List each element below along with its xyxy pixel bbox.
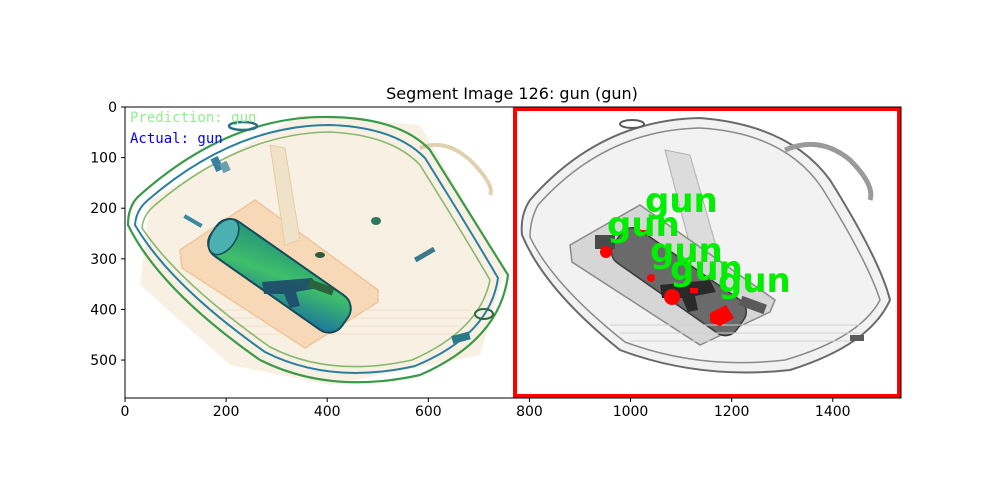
x-tick-label: 1400 xyxy=(815,404,851,420)
y-tick-label: 200 xyxy=(90,201,117,217)
x-tick-label: 800 xyxy=(516,404,543,420)
actual-label: Actual: gun xyxy=(130,131,223,147)
detection-label: gun xyxy=(718,261,791,301)
y-tick-label: 0 xyxy=(108,100,117,116)
detection-label: gun xyxy=(607,205,680,245)
x-axis: 0 200 400 600 800 1000 1200 1400 xyxy=(121,398,851,420)
x-tick-label: 600 xyxy=(415,404,442,420)
detection-labels: gun gun gun gun gun xyxy=(607,181,791,301)
y-tick-label: 400 xyxy=(90,302,117,318)
xray-color-image xyxy=(126,115,510,385)
y-tick-label: 500 xyxy=(90,353,117,369)
figure-title: Segment Image 126: gun (gun) xyxy=(386,84,638,103)
xray-detection-image xyxy=(513,107,901,398)
detection-border xyxy=(513,107,901,398)
x-tick-label: 400 xyxy=(314,404,341,420)
x-tick-label: 0 xyxy=(121,404,130,420)
detection-label: gun xyxy=(670,249,743,289)
x-tick-label: 200 xyxy=(213,404,240,420)
x-tick-label: 1200 xyxy=(714,404,750,420)
prediction-label: Prediction: gun xyxy=(130,110,256,126)
x-tick-label: 1000 xyxy=(613,404,649,420)
detection-label: gun xyxy=(645,181,718,221)
axes-frame xyxy=(124,106,902,399)
y-tick-label: 100 xyxy=(90,151,117,167)
y-axis: 0 100 200 300 400 500 xyxy=(90,100,125,369)
y-tick-label: 300 xyxy=(90,252,117,268)
detection-label: gun xyxy=(650,231,723,271)
